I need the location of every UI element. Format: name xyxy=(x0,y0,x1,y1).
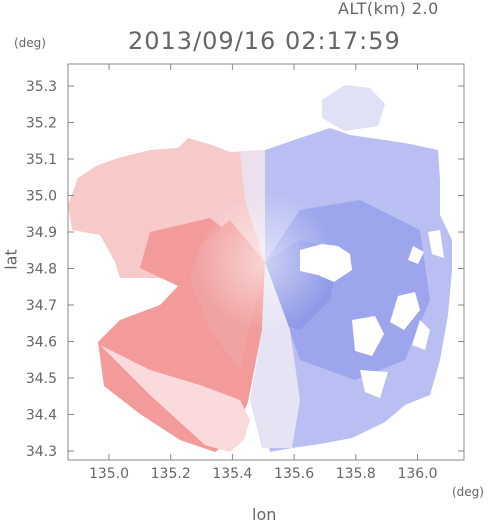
y-tick-label: 35.3 xyxy=(26,79,57,95)
y-tick-label: 34.9 xyxy=(26,225,57,241)
timestamp-title: 2013/09/16 02:17:59 xyxy=(128,27,401,55)
x-tick-label: 135.2 xyxy=(151,466,191,482)
y-tick-label: 34.5 xyxy=(26,371,57,387)
no-echo-gaps xyxy=(300,230,444,398)
x-tick-label: 135.4 xyxy=(212,466,252,482)
altitude-label: ALT(km) 2.0 xyxy=(338,0,439,18)
plot-frame xyxy=(67,63,465,461)
y-tick-label: 34.8 xyxy=(26,262,57,278)
x-tick-label: 136.0 xyxy=(397,466,437,482)
y-tick-label: 35.0 xyxy=(26,189,57,205)
x-tick-label: 135.0 xyxy=(89,466,129,482)
x-axis-unit: (deg) xyxy=(452,485,484,499)
axis-layer: 35.3 35.2 35.1 35.0 34.9 34.8 34.7 34.6 34.5 34.4… xyxy=(26,64,464,482)
x-tick-label: 135.6 xyxy=(274,466,314,482)
y-tick-label: 34.4 xyxy=(26,408,57,424)
y-tick-label: 34.6 xyxy=(26,335,57,351)
y-tick-label: 35.1 xyxy=(26,152,57,168)
y-tick-label: 34.7 xyxy=(26,298,57,314)
y-axis-unit: (deg) xyxy=(14,36,46,50)
y-tick-label: 35.2 xyxy=(26,116,57,132)
x-tick-label: 135.8 xyxy=(336,466,376,482)
x-axis-label: lon xyxy=(252,505,277,524)
y-tick-label: 34.3 xyxy=(26,444,57,460)
